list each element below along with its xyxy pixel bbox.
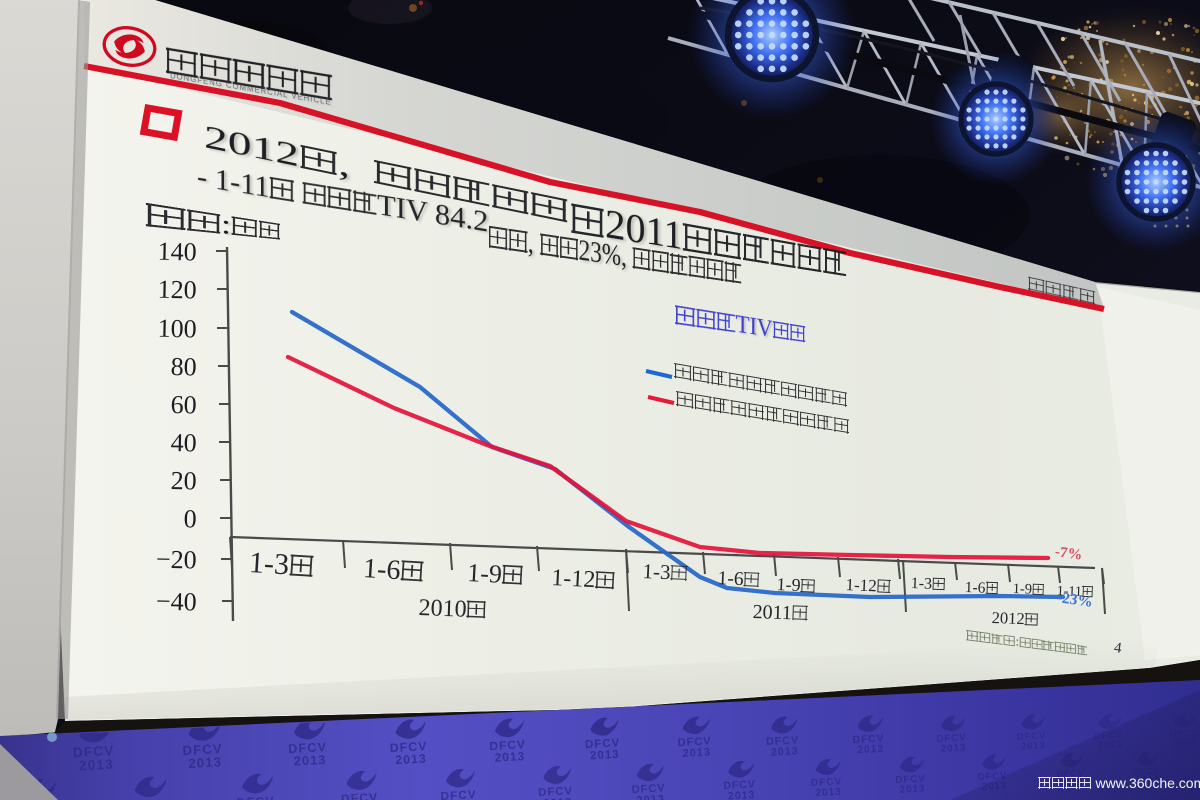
svg-text:DFCV: DFCV [1016, 731, 1046, 744]
svg-text:DFCV: DFCV [852, 733, 884, 746]
svg-text:2013: 2013 [395, 751, 427, 767]
svg-text:2013: 2013 [899, 783, 925, 795]
svg-text:DFCV: DFCV [811, 776, 843, 789]
svg-text:DFCV: DFCV [389, 739, 427, 755]
svg-text:2013: 2013 [682, 746, 711, 759]
svg-text:2013: 2013 [857, 744, 884, 756]
svg-text:DFCV: DFCV [538, 785, 573, 799]
svg-text:DFCV: DFCV [895, 773, 926, 786]
svg-text:DFCV: DFCV [723, 778, 756, 792]
svg-text:2013: 2013 [590, 749, 620, 763]
svg-text:DFCV: DFCV [936, 732, 967, 745]
svg-text:DFCV: DFCV [766, 734, 800, 748]
svg-text:DFCV: DFCV [341, 790, 379, 800]
svg-text:DFCV: DFCV [585, 737, 621, 751]
svg-text:DFCV: DFCV [182, 741, 223, 758]
svg-text:2013: 2013 [494, 749, 525, 765]
svg-text:2013: 2013 [188, 754, 223, 771]
svg-text:2013: 2013 [636, 793, 665, 800]
svg-text:2013: 2013 [1021, 740, 1046, 752]
svg-text:DFCV: DFCV [631, 782, 665, 796]
svg-text:2013: 2013 [293, 752, 326, 769]
svg-text:DFCV: DFCV [440, 788, 477, 800]
svg-text:DFCV: DFCV [288, 739, 328, 756]
svg-text:DFCV: DFCV [489, 737, 526, 753]
svg-text:2013: 2013 [940, 742, 966, 754]
svg-text:2013: 2013 [543, 797, 573, 800]
svg-text:2013: 2013 [728, 789, 756, 800]
svg-text:DFCV: DFCV [236, 794, 275, 800]
svg-text:2013: 2013 [79, 757, 115, 774]
svg-text:2013: 2013 [815, 787, 842, 799]
svg-text:2013: 2013 [771, 745, 799, 758]
svg-text:DFCV: DFCV [73, 743, 115, 760]
svg-text:DFCV: DFCV [677, 735, 711, 749]
svg-text:DFCV: DFCV [128, 797, 169, 800]
